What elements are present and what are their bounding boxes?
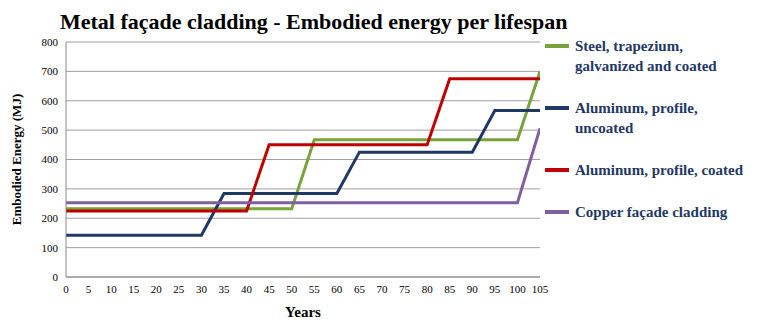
svg-text:25: 25 <box>173 283 185 295</box>
svg-text:5: 5 <box>86 283 92 295</box>
svg-text:105: 105 <box>532 283 549 295</box>
svg-text:85: 85 <box>444 283 456 295</box>
svg-text:0: 0 <box>63 283 69 295</box>
html-text:Metal façade cladding - Embodi: Metal façade cladding - Embodied energy … <box>60 9 568 34</box>
svg-text:Years: Years <box>285 304 321 320</box>
svg-text:50: 50 <box>286 283 298 295</box>
html-text:Aluminum, profile, uncoated: Aluminum, profile, uncoated <box>575 100 698 136</box>
svg-text:0: 0 <box>53 271 59 283</box>
svg-text:400: 400 <box>42 153 59 165</box>
svg-text:90: 90 <box>467 283 479 295</box>
svg-text:600: 600 <box>42 95 59 107</box>
svg-text:35: 35 <box>219 283 231 295</box>
svg-text:Embodied Energy (MJ): Embodied Energy (MJ) <box>9 94 24 225</box>
svg-text:65: 65 <box>354 283 366 295</box>
svg-text:10: 10 <box>106 283 118 295</box>
svg-text:70: 70 <box>377 283 389 295</box>
svg-text:500: 500 <box>42 124 59 136</box>
svg-text:80: 80 <box>422 283 434 295</box>
svg-text:20: 20 <box>151 283 163 295</box>
html-text:Steel, trapezium, galvanized a: Steel, trapezium, galvanized and coated <box>575 38 717 74</box>
html-text:Aluminum, profile, coated: Aluminum, profile, coated <box>575 162 744 178</box>
svg-text:700: 700 <box>42 65 59 77</box>
svg-text:60: 60 <box>331 283 343 295</box>
svg-text:95: 95 <box>489 283 501 295</box>
svg-text:800: 800 <box>42 36 59 48</box>
svg-text:30: 30 <box>196 283 208 295</box>
svg-text:40: 40 <box>241 283 253 295</box>
svg-text:15: 15 <box>128 283 140 295</box>
svg-text:200: 200 <box>42 212 59 224</box>
svg-text:75: 75 <box>399 283 411 295</box>
svg-text:45: 45 <box>264 283 276 295</box>
svg-text:300: 300 <box>42 183 59 195</box>
html-text:Copper façade cladding: Copper façade cladding <box>575 204 728 220</box>
svg-text:55: 55 <box>309 283 321 295</box>
svg-text:100: 100 <box>42 242 59 254</box>
svg-text:100: 100 <box>509 283 526 295</box>
